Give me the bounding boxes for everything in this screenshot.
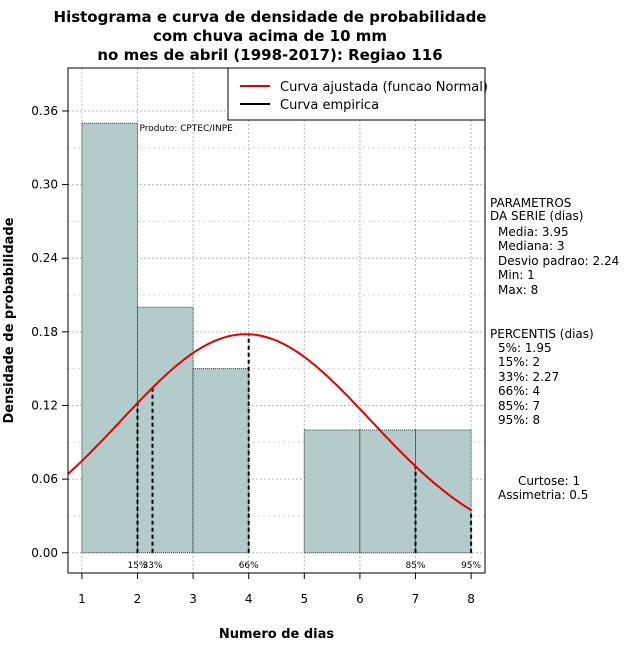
stat-mediana: Mediana: 3	[498, 239, 565, 253]
product-annotation: Produto: CPTEC/INPE	[140, 124, 234, 134]
chart-title-line-3: no mes de abril (1998-2017): Regiao 116	[97, 46, 442, 64]
histogram-bar	[81, 122, 138, 554]
y-tick-label: 0.36	[31, 104, 58, 118]
normal-fit-curve	[67, 333, 472, 511]
stat-assimetria: Assimetria: 0.5	[498, 488, 589, 502]
stat-p33: 33%: 2.27	[498, 370, 560, 384]
percentis-title: PERCENTIS (dias)	[490, 327, 594, 341]
x-tick-label: 5	[300, 592, 308, 606]
legend-label: Curva ajustada (funcao Normal)	[280, 80, 488, 95]
percentile-label: 95%	[461, 561, 481, 571]
stat-desvio: Desvio padrao: 2.24	[498, 254, 620, 268]
x-tick-label: 3	[189, 592, 197, 606]
percentile-label: 33%	[143, 561, 163, 571]
stat-p66: 66%: 4	[498, 384, 541, 398]
y-tick-label: 0.00	[31, 546, 58, 560]
stat-curtose: Curtose: 1	[518, 474, 581, 488]
histogram-bar	[192, 368, 250, 554]
y-tick-label: 0.18	[31, 325, 58, 339]
y-tick-label: 0.12	[31, 398, 58, 412]
chart-title-line-1: Histograma e curva de densidade de proba…	[54, 8, 487, 26]
percentile-label: 15%	[127, 561, 147, 571]
x-tick-label: 1	[78, 592, 86, 606]
histogram-bar	[303, 429, 361, 554]
y-tick-label: 0.30	[31, 178, 58, 192]
params-title-2: DA SERIE (dias)	[490, 209, 584, 223]
legend-label: Curva empirica	[280, 98, 379, 113]
x-axis-title: Numero de dias	[219, 627, 335, 642]
y-tick-label: 0.24	[31, 251, 58, 265]
stat-p85: 85%: 7	[498, 399, 541, 413]
x-tick-label: 4	[245, 592, 253, 606]
x-tick-label: 2	[134, 592, 142, 606]
percentile-label: 66%	[239, 561, 259, 571]
params-title-1: PARAMETROS	[490, 196, 572, 210]
stat-p95: 95%: 8	[498, 413, 541, 427]
x-tick-label: 8	[467, 592, 475, 606]
y-tick-label: 0.06	[31, 472, 58, 486]
x-tick-label: 7	[412, 592, 420, 606]
legend-box	[227, 67, 486, 121]
histogram-bar	[137, 306, 194, 554]
stat-max: Max: 8	[498, 283, 539, 297]
chart-title-line-2: com chuva acima de 10 mm	[153, 27, 387, 45]
stat-p5: 5%: 1.95	[498, 341, 552, 355]
stat-p15: 15%: 2	[498, 355, 541, 369]
stat-min: Min: 1	[498, 268, 535, 282]
stat-media: Media: 3.95	[498, 225, 569, 239]
y-axis-title: Densidade de probabilidade	[2, 217, 17, 423]
histogram-bar	[359, 429, 416, 554]
x-tick-label: 6	[356, 592, 364, 606]
percentile-label: 85%	[405, 561, 425, 571]
